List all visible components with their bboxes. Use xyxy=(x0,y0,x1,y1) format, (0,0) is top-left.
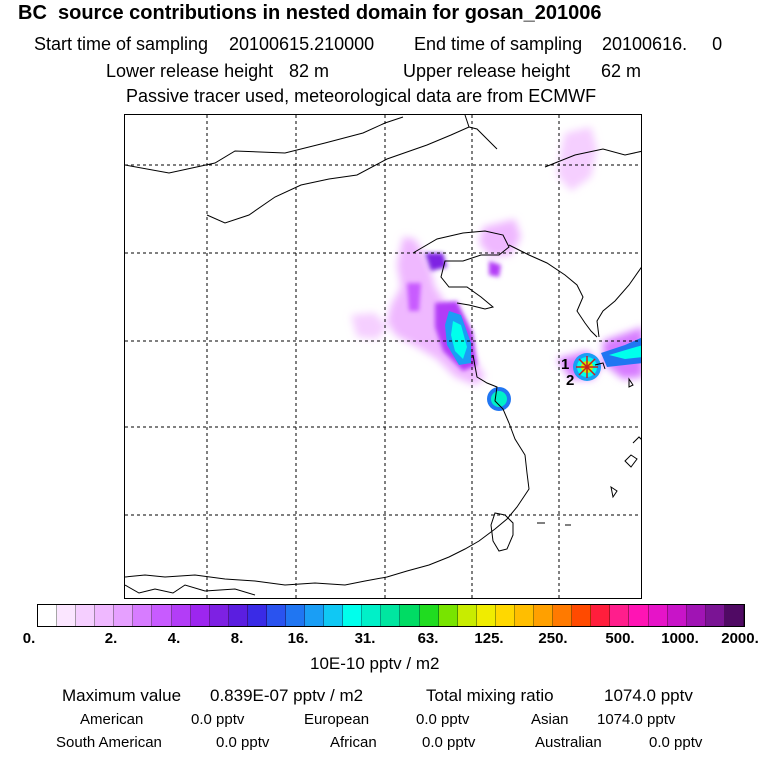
start-time-value: 20100615.210000 xyxy=(229,34,375,54)
legend-swatch xyxy=(686,605,706,626)
region-name: South American xyxy=(56,734,162,751)
legend-tick: 31. xyxy=(354,630,376,647)
region-name: Australian xyxy=(535,734,602,751)
legend-swatch xyxy=(266,605,287,626)
plume-layer xyxy=(351,127,641,411)
max-value: 0.839E-07 pptv / m2 xyxy=(210,686,364,705)
legend-tick: 8. xyxy=(230,630,244,647)
legend-swatch xyxy=(419,605,439,626)
receptor-marker: 1 2 xyxy=(561,356,598,389)
legend-swatch xyxy=(343,605,363,626)
legend-swatch xyxy=(95,605,115,626)
color-legend xyxy=(37,604,745,627)
end-time-value: 20100616. 0 xyxy=(602,34,723,54)
legend-swatch xyxy=(534,605,554,626)
legend-swatch xyxy=(362,605,382,626)
legend-tick: 4. xyxy=(167,630,181,647)
legend-swatch xyxy=(438,605,458,626)
region-value: 0.0 pptv xyxy=(416,711,470,728)
legend-swatch xyxy=(400,605,420,626)
legend-tick: 16. xyxy=(287,630,309,647)
upper-release-value: 62 m xyxy=(601,61,642,81)
legend-swatch xyxy=(476,605,496,626)
legend-swatch xyxy=(553,605,573,626)
total-mixing-label: Total mixing ratio xyxy=(426,686,554,705)
start-time-label: Start time of sampling xyxy=(34,34,209,54)
region-name: African xyxy=(330,734,377,751)
legend-swatch xyxy=(305,605,325,626)
map-panel: 1 2 xyxy=(124,114,642,599)
region-value: 0.0 pptv xyxy=(216,734,270,751)
legend-swatch xyxy=(209,605,229,626)
legend-tick: 500. xyxy=(605,630,635,647)
region-value: 0.0 pptv xyxy=(422,734,476,751)
legend-swatch xyxy=(572,605,592,626)
legend-swatch xyxy=(457,605,477,626)
legend-swatch xyxy=(324,605,344,626)
legend-swatch xyxy=(514,605,535,626)
legend-swatch xyxy=(76,605,96,626)
region-value: 0.0 pptv xyxy=(649,734,703,751)
coastlines xyxy=(125,115,641,596)
legend-swatch xyxy=(38,605,58,626)
gridlines xyxy=(125,115,641,598)
region-value: 0.0 pptv xyxy=(191,711,245,728)
region-name: American xyxy=(80,711,144,728)
max-value-label: Maximum value xyxy=(62,686,182,705)
legend-swatch xyxy=(171,605,191,626)
legend-swatch xyxy=(648,605,668,626)
end-time-label: End time of sampling xyxy=(414,34,583,54)
legend-swatch xyxy=(495,605,515,626)
legend-swatch xyxy=(133,605,153,626)
legend-tick: 125. xyxy=(474,630,504,647)
legend-tick: 2. xyxy=(104,630,118,647)
legend-tick: 2000. xyxy=(721,630,759,647)
legend-swatch xyxy=(705,605,725,626)
legend-swatch xyxy=(57,605,77,626)
page-title: BC source contributions in nested domain… xyxy=(18,2,602,24)
total-mixing-value: 1074.0 pptv xyxy=(604,686,693,705)
region-value: 1074.0 pptv xyxy=(597,711,676,728)
legend-tick: 250. xyxy=(538,630,568,647)
legend-units: 10E-10 pptv / m2 xyxy=(310,654,440,673)
receptor-label-1: 1 xyxy=(561,356,569,373)
legend-tick: 1000. xyxy=(661,630,699,647)
region-name: Asian xyxy=(531,711,569,728)
receptor-label-2: 2 xyxy=(566,372,574,389)
legend-tick: 63. xyxy=(417,630,439,647)
legend-swatch xyxy=(629,605,649,626)
legend-swatch xyxy=(247,605,267,626)
legend-swatch xyxy=(228,605,248,626)
legend-swatch xyxy=(381,605,401,626)
region-name: European xyxy=(304,711,370,728)
legend-swatch xyxy=(610,605,630,626)
legend-tick: 0. xyxy=(22,630,36,647)
legend-swatch xyxy=(724,605,744,626)
lower-release-value: 82 m xyxy=(289,61,330,81)
legend-swatch xyxy=(591,605,611,626)
map-canvas: 1 2 xyxy=(125,115,641,598)
legend-swatch xyxy=(114,605,134,626)
tracer-note: Passive tracer used, meteorological data… xyxy=(126,86,597,106)
plume-light xyxy=(351,127,641,385)
legend-ticks: 0. 2. 4. 8. 16. 31. 63. 125. 250. 500. 1… xyxy=(0,630,768,650)
lower-release-label: Lower release height xyxy=(106,61,274,81)
legend-swatch xyxy=(190,605,210,626)
legend-swatch xyxy=(286,605,306,626)
upper-release-label: Upper release height xyxy=(403,61,571,81)
legend-swatch xyxy=(152,605,172,626)
legend-swatch xyxy=(667,605,687,626)
